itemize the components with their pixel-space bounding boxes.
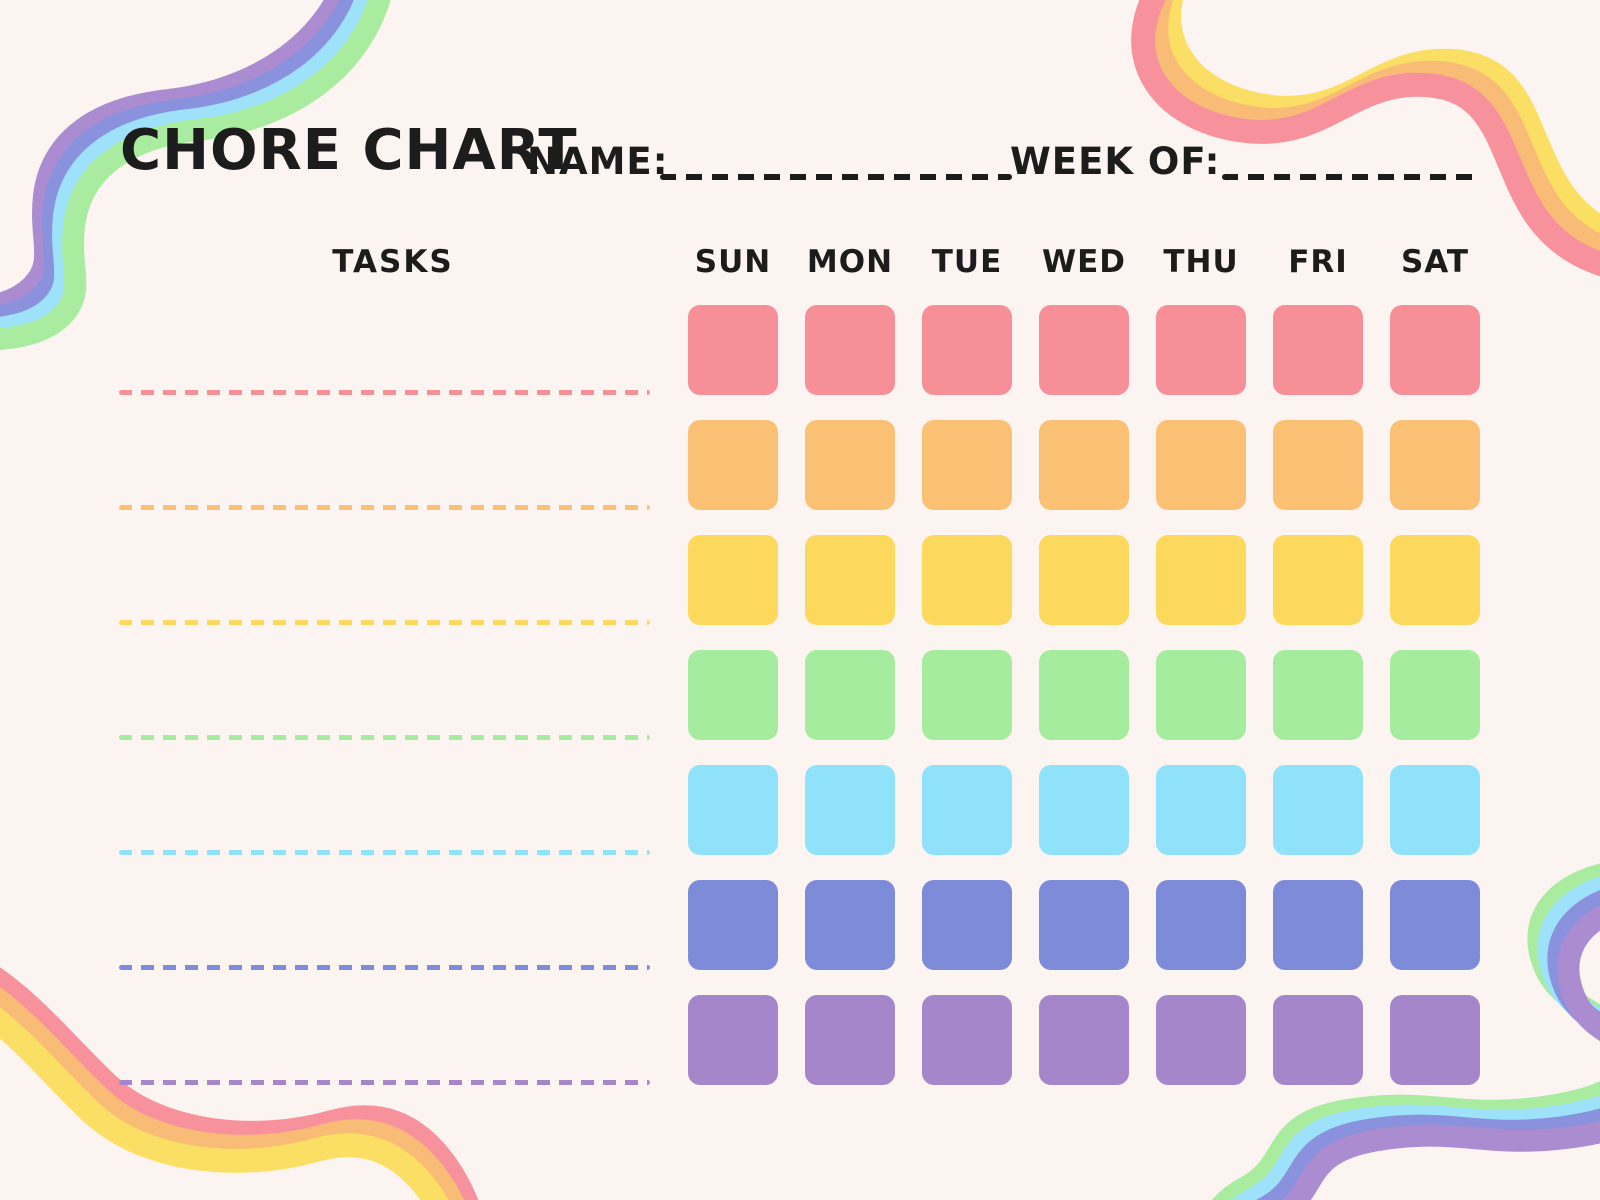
day-header-thu: THU [1163, 244, 1239, 280]
chore-cell[interactable] [1390, 765, 1480, 855]
chore-cell[interactable] [922, 650, 1012, 740]
task-name-field[interactable] [119, 965, 650, 970]
chore-cell[interactable] [1390, 880, 1480, 970]
bottom-left-ribbon [0, 967, 479, 1200]
chore-cell[interactable] [1156, 535, 1246, 625]
chore-cell[interactable] [1039, 650, 1129, 740]
ribbon-stripe-purple [0, 0, 349, 316]
chore-cell[interactable] [688, 535, 778, 625]
chore-cell[interactable] [1039, 305, 1129, 395]
day-header-fri: FRI [1288, 244, 1348, 280]
task-name-field[interactable] [119, 390, 650, 395]
bottom-right-ribbon [1211, 863, 1600, 1200]
chore-cell[interactable] [1039, 880, 1129, 970]
chore-cell[interactable] [805, 995, 895, 1085]
ribbon-stripe-pink [1131, 0, 1600, 277]
chore-cell[interactable] [1156, 305, 1246, 395]
chore-cell[interactable] [1390, 650, 1480, 740]
day-header-sun: SUN [694, 244, 772, 280]
chore-cell[interactable] [805, 650, 895, 740]
chore-cell[interactable] [1039, 995, 1129, 1085]
chore-cell[interactable] [688, 650, 778, 740]
chore-cell[interactable] [922, 535, 1012, 625]
chore-cell[interactable] [1156, 650, 1246, 740]
name-field[interactable] [660, 174, 1012, 180]
chore-cell[interactable] [805, 880, 895, 970]
chore-cell[interactable] [922, 305, 1012, 395]
top-left-ribbon [0, 0, 391, 351]
ribbon-stripe-green [0, 0, 391, 351]
tasks-column-header: TASKS [332, 244, 454, 280]
chore-cell[interactable] [688, 305, 778, 395]
chore-cell[interactable] [1390, 305, 1480, 395]
chore-cell[interactable] [922, 995, 1012, 1085]
ribbon-stripe-cyan [0, 0, 378, 339]
name-label: NAME: [527, 140, 669, 183]
chore-cell[interactable] [688, 995, 778, 1085]
chore-cell[interactable] [805, 420, 895, 510]
week-of-field[interactable] [1222, 174, 1478, 180]
chore-cell[interactable] [1273, 535, 1363, 625]
day-header-sat: SAT [1400, 244, 1470, 280]
chore-cell[interactable] [922, 420, 1012, 510]
task-name-field[interactable] [119, 850, 650, 855]
chore-cell[interactable] [805, 765, 895, 855]
day-header-wed: WED [1041, 244, 1127, 280]
chore-cell[interactable] [1039, 535, 1129, 625]
task-name-field[interactable] [119, 505, 650, 510]
chore-cell[interactable] [1273, 765, 1363, 855]
chore-cell[interactable] [1156, 420, 1246, 510]
chore-cell[interactable] [1156, 765, 1246, 855]
chore-cell[interactable] [805, 305, 895, 395]
task-name-field[interactable] [119, 1080, 650, 1085]
chore-cell[interactable] [1273, 650, 1363, 740]
chore-cell[interactable] [688, 880, 778, 970]
chore-cell[interactable] [1273, 880, 1363, 970]
task-name-field[interactable] [119, 620, 650, 625]
chore-cell[interactable] [688, 420, 778, 510]
chore-cell[interactable] [1039, 420, 1129, 510]
day-header-tue: TUE [931, 244, 1003, 280]
chore-cell[interactable] [805, 535, 895, 625]
chore-cell[interactable] [1039, 765, 1129, 855]
chore-cell[interactable] [1390, 995, 1480, 1085]
chore-cell[interactable] [688, 765, 778, 855]
chore-cell[interactable] [922, 880, 1012, 970]
chore-cell[interactable] [1390, 420, 1480, 510]
chore-cell[interactable] [1273, 420, 1363, 510]
chore-cell[interactable] [1390, 535, 1480, 625]
day-header-mon: MON [806, 244, 894, 280]
page-title: CHORE CHART [120, 118, 578, 183]
chore-cell[interactable] [1273, 305, 1363, 395]
week-of-label: WEEK OF: [1010, 140, 1221, 183]
ribbon-stripe-orange [0, 986, 465, 1200]
chore-cell[interactable] [1156, 995, 1246, 1085]
chore-cell[interactable] [922, 765, 1012, 855]
top-right-ribbon [1131, 0, 1600, 277]
ribbon-stripe-yellow [0, 1007, 449, 1200]
chore-cell[interactable] [1156, 880, 1246, 970]
chore-cell[interactable] [1273, 995, 1363, 1085]
ribbon-stripe-pink [0, 967, 479, 1200]
ribbon-stripe-periwinkle [0, 0, 364, 328]
ribbon-stripe-purple [1281, 904, 1600, 1200]
task-name-field[interactable] [119, 735, 650, 740]
